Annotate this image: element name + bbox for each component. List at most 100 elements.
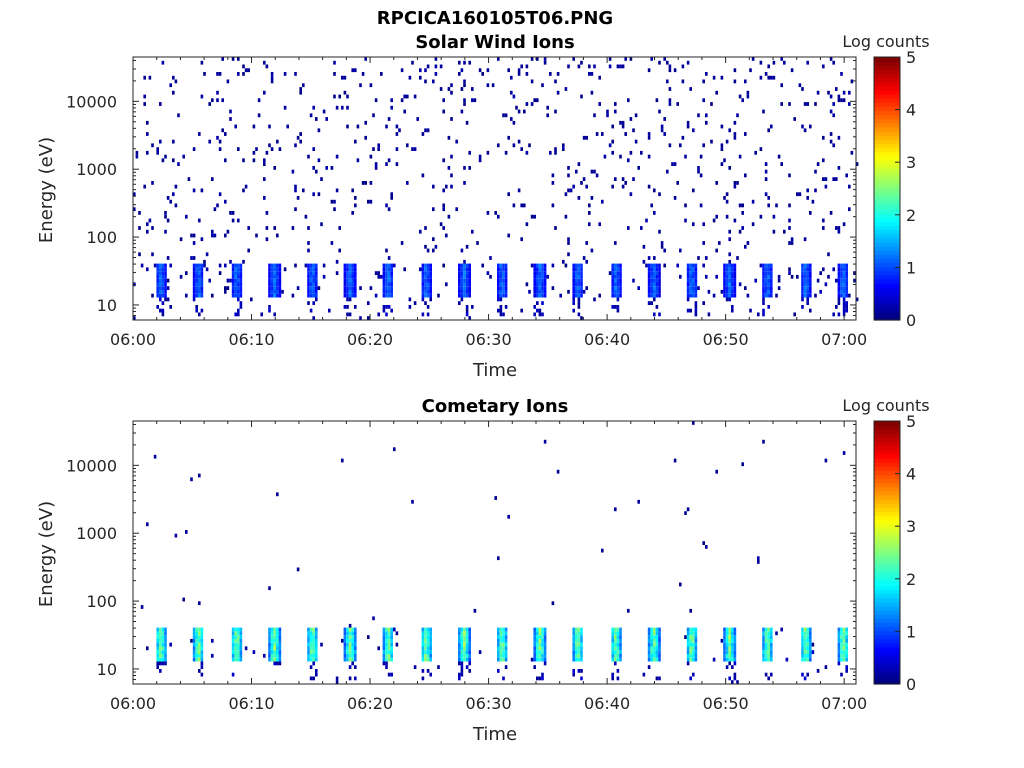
heatmap-cell (580, 669, 583, 673)
heatmap-cell (190, 477, 193, 482)
heatmap-cell (829, 132, 833, 136)
heatmap-cell (614, 631, 617, 636)
heatmap-cell (273, 289, 276, 294)
heatmap-cell (621, 124, 625, 129)
heatmap-cell (650, 635, 653, 639)
heatmap-cell (647, 184, 651, 189)
heatmap-cell (239, 638, 243, 643)
heatmap-cell (767, 627, 770, 632)
heatmap-cell (419, 267, 422, 272)
heatmap-cell (273, 646, 276, 651)
heatmap-cell (728, 650, 731, 654)
heatmap-cell (806, 263, 809, 268)
heatmap-cell (442, 188, 445, 193)
heatmap-cell (278, 282, 282, 287)
heatmap-cell (432, 207, 435, 212)
heatmap-cell (762, 267, 765, 272)
heatmap-cell (156, 627, 159, 632)
heatmap-cell (686, 124, 690, 129)
heatmap-cell (390, 98, 393, 103)
heatmap-cell (759, 147, 763, 151)
heatmap-cell (312, 105, 315, 110)
colorbar-swatch (874, 593, 900, 599)
heatmap-cell (351, 646, 354, 651)
heatmap-cell (239, 305, 243, 309)
heatmap-cell (819, 289, 822, 294)
heatmap-cell (538, 676, 542, 681)
heatmap-cell (385, 282, 388, 287)
heatmap-cell (840, 650, 843, 654)
heatmap-cell (658, 635, 661, 639)
heatmap-cell (390, 274, 393, 279)
heatmap-cell (172, 90, 175, 95)
heatmap-cell (346, 267, 349, 272)
heatmap-cell (426, 274, 430, 279)
heatmap-cell (200, 638, 204, 643)
heatmap-cell (533, 653, 536, 658)
heatmap-cell (343, 282, 347, 287)
heatmap-cell (541, 657, 544, 662)
heatmap-cell (346, 282, 349, 287)
heatmap-cell (237, 627, 240, 632)
heatmap-cell (421, 267, 425, 272)
heatmap-cell (307, 638, 310, 643)
heatmap-cell (832, 267, 835, 272)
heatmap-cell (159, 650, 162, 654)
heatmap-cell (278, 638, 282, 643)
heatmap-cell (468, 642, 471, 647)
heatmap-cell (278, 657, 282, 662)
heatmap-cell (705, 120, 708, 125)
heatmap-cell (148, 218, 152, 223)
heatmap-cell (699, 154, 703, 159)
heatmap-cell (762, 301, 765, 305)
heatmap-cell (343, 657, 347, 662)
heatmap-cell (543, 274, 547, 279)
heatmap-cell (471, 98, 474, 103)
colorbar-swatch (874, 98, 900, 103)
heatmap-cell (273, 226, 276, 230)
heatmap-cell (668, 87, 672, 91)
colorbar-swatch (874, 445, 900, 451)
colorbar-swatch (874, 81, 900, 87)
heatmap-cell (845, 271, 848, 275)
colorbar-swatch (874, 89, 900, 95)
heatmap-cell (387, 289, 391, 294)
heatmap-cell (572, 653, 575, 658)
heatmap-cell (234, 278, 237, 283)
heatmap-cell (728, 274, 731, 279)
x-tick-label: 07:00 (821, 330, 867, 349)
heatmap-cell (837, 301, 841, 305)
heatmap-cell (426, 653, 430, 658)
heatmap-cell (692, 274, 695, 279)
heatmap-cell (538, 638, 542, 643)
heatmap-cell (536, 293, 539, 298)
heatmap-cell (278, 267, 282, 272)
colorbar-swatch (874, 429, 900, 434)
heatmap-cell (809, 278, 812, 283)
heatmap-cell (278, 278, 282, 283)
heatmap-cell (575, 627, 578, 632)
heatmap-cell (351, 638, 354, 643)
heatmap-cell (601, 199, 604, 204)
heatmap-cell (268, 657, 271, 662)
heatmap-cell (164, 267, 167, 272)
heatmap-cell (616, 305, 620, 309)
heatmap-cell (374, 271, 378, 275)
colorbar-swatch (874, 540, 900, 545)
heatmap-cell (575, 289, 578, 294)
heatmap-cell (720, 638, 724, 643)
colorbar-swatch (874, 295, 900, 301)
heatmap-cell (528, 143, 531, 148)
heatmap-cell (650, 657, 653, 662)
heatmap-cell (161, 635, 165, 639)
heatmap-cell (315, 672, 318, 677)
heatmap-cell (385, 263, 388, 268)
heatmap-cell (463, 282, 466, 287)
heatmap-cell (829, 57, 833, 61)
heatmap-cell (239, 301, 243, 305)
heatmap-cell (689, 650, 692, 654)
heatmap-cell (842, 657, 846, 662)
heatmap-cell (728, 259, 731, 264)
